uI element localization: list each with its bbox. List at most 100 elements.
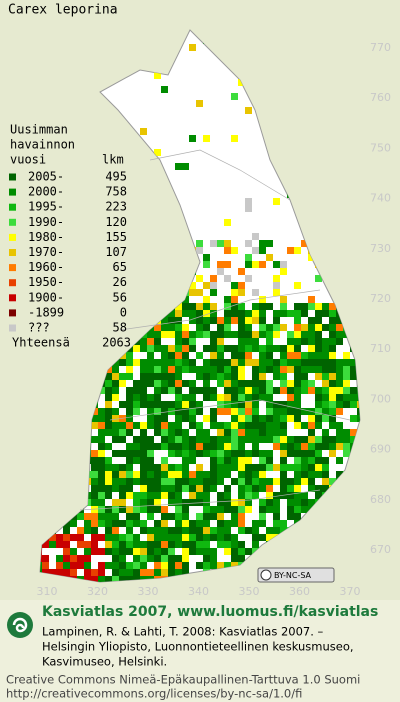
grid-cell xyxy=(126,478,133,485)
grid-cell xyxy=(161,478,168,485)
grid-cell xyxy=(266,527,273,534)
grid-cell xyxy=(322,471,329,478)
grid-cell xyxy=(224,429,231,436)
grid-cell xyxy=(266,485,273,492)
grid-cell xyxy=(273,310,280,317)
grid-cell xyxy=(294,366,301,373)
grid-cell xyxy=(280,310,287,317)
grid-ticks: 770 760 750 740 730 720 710 700 690 680 670 310 320 3… xyxy=(37,41,392,598)
grid-cell xyxy=(259,352,266,359)
grid-cell xyxy=(126,450,133,457)
grid-cell xyxy=(98,520,105,527)
grid-cell xyxy=(273,506,280,513)
grid-cell xyxy=(266,415,273,422)
grid-cell xyxy=(224,366,231,373)
grid-cell xyxy=(182,548,189,555)
grid-cell xyxy=(273,520,280,527)
grid-cell xyxy=(196,492,203,499)
grid-cell xyxy=(245,387,252,394)
grid-cell xyxy=(140,527,147,534)
grid-cell xyxy=(140,457,147,464)
grid-cell xyxy=(343,394,350,401)
grid-cell xyxy=(315,450,322,457)
grid-cell xyxy=(294,492,301,499)
grid-cell xyxy=(238,268,245,275)
grid-cell xyxy=(308,380,315,387)
grid-cell xyxy=(224,373,231,380)
grid-cell xyxy=(273,527,280,534)
grid-cell xyxy=(189,471,196,478)
grid-cell xyxy=(238,331,245,338)
grid-cell xyxy=(189,394,196,401)
citation-line: Helsingin Yliopisto, Luonnontieteellinen… xyxy=(42,640,354,654)
grid-cell xyxy=(287,464,294,471)
grid-cell xyxy=(112,373,119,380)
grid-cell xyxy=(301,464,308,471)
grid-cell xyxy=(294,499,301,506)
grid-cell xyxy=(182,345,189,352)
grid-cell xyxy=(315,324,322,331)
grid-cell xyxy=(196,527,203,534)
grid-cell xyxy=(287,359,294,366)
grid-cell xyxy=(308,303,315,310)
legend-count: 758 xyxy=(105,185,127,199)
grid-cell xyxy=(91,576,98,582)
grid-cell xyxy=(189,408,196,415)
grid-cell xyxy=(301,450,308,457)
grid-cell xyxy=(294,464,301,471)
grid-cell xyxy=(203,443,210,450)
legend-swatch xyxy=(9,203,16,211)
grid-cell xyxy=(210,303,217,310)
grid-cell xyxy=(196,443,203,450)
grid-cell xyxy=(168,562,175,569)
grid-cell xyxy=(315,394,322,401)
grid-cell xyxy=(224,492,231,499)
grid-cell xyxy=(280,324,287,331)
grid-cell xyxy=(336,380,343,387)
grid-cell xyxy=(105,443,112,450)
grid-cell xyxy=(126,534,133,541)
grid-cell xyxy=(252,366,259,373)
grid-cell xyxy=(196,548,203,555)
grid-cell xyxy=(224,247,231,254)
grid-cell xyxy=(154,485,161,492)
grid-cell xyxy=(231,93,238,100)
grid-cell xyxy=(105,422,112,429)
grid-cell xyxy=(154,527,161,534)
grid-cell xyxy=(280,345,287,352)
grid-cell xyxy=(182,471,189,478)
grid-cell xyxy=(217,429,224,436)
grid-cell xyxy=(182,562,189,569)
grid-cell xyxy=(126,471,133,478)
grid-cell xyxy=(203,380,210,387)
grid-cell xyxy=(224,387,231,394)
grid-cell xyxy=(133,471,140,478)
grid-cell xyxy=(231,506,238,513)
grid-cell xyxy=(70,569,77,576)
grid-cell xyxy=(105,576,112,582)
grid-cell xyxy=(175,345,182,352)
grid-cell xyxy=(175,513,182,520)
grid-cell xyxy=(224,324,231,331)
grid-cell xyxy=(84,513,91,520)
grid-cell xyxy=(252,408,259,415)
grid-cell xyxy=(252,534,259,541)
grid-cell xyxy=(203,436,210,443)
grid-cell xyxy=(273,198,280,205)
legend-label: 2000- xyxy=(28,185,64,199)
grid-cell xyxy=(245,429,252,436)
grid-cell xyxy=(280,436,287,443)
grid-cell xyxy=(98,513,105,520)
grid-cell xyxy=(175,485,182,492)
grid-cell xyxy=(273,366,280,373)
grid-cell xyxy=(266,492,273,499)
grid-cell xyxy=(168,310,175,317)
grid-cell xyxy=(77,513,84,520)
grid-cell xyxy=(42,562,49,569)
grid-cell xyxy=(259,261,266,268)
grid-cell xyxy=(140,373,147,380)
grid-cell xyxy=(126,415,133,422)
grid-cell xyxy=(105,373,112,380)
grid-cell xyxy=(210,394,217,401)
grid-cell xyxy=(189,520,196,527)
